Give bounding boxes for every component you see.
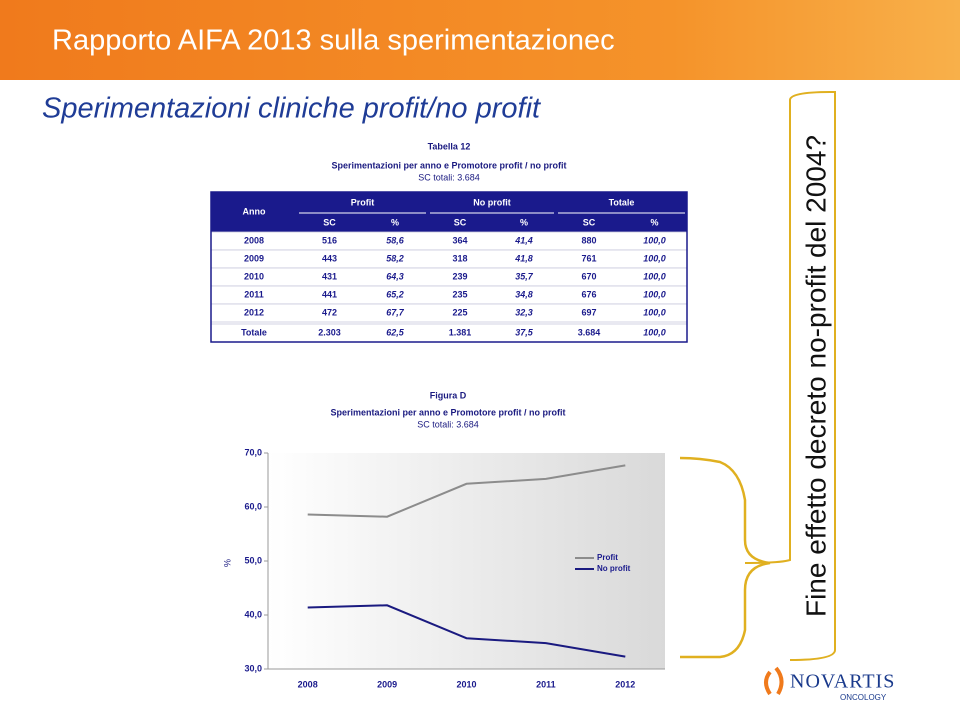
table-row (210, 303, 688, 323)
table-cell: 364 (452, 235, 467, 245)
table-header-cell: SC (454, 217, 467, 227)
note-border (744, 91, 836, 661)
table-header-cell: Anno (243, 206, 266, 216)
table-cell: 431 (322, 271, 337, 281)
table-header-cell: SC (323, 217, 336, 227)
table-cell: 100,0 (643, 327, 666, 337)
table-cell: 64,3 (386, 271, 404, 281)
table-cell: 670 (581, 271, 596, 281)
logo-mark (764, 666, 784, 696)
chart-subtitle: SC totali: 3.684 (417, 419, 479, 429)
y-tick-label: 50,0 (244, 555, 262, 565)
series-line (307, 604, 626, 658)
logo-division: ONCOLOGY (840, 693, 887, 702)
table-cell: 235 (452, 289, 467, 299)
table-row (210, 267, 688, 287)
table-cell: 34,8 (515, 289, 533, 299)
table-caption: Tabella 12 (428, 141, 471, 151)
table-cell: 65,2 (386, 289, 404, 299)
plot-area (268, 453, 665, 669)
slide-title: Rapporto AIFA 2013 sulla sperimentazione… (52, 25, 615, 57)
table-cell: 32,3 (515, 307, 533, 317)
table-header-cell: SC (583, 217, 596, 227)
table-cell: 100,0 (643, 271, 666, 281)
table-cell: 1.381 (449, 327, 472, 337)
table-cell: 100,0 (643, 307, 666, 317)
side-note: Fine effetto decreto no-profit del 2004? (800, 135, 831, 617)
table-cell: 3.684 (578, 327, 601, 337)
table-subtitle: SC totali: 3.684 (418, 172, 480, 182)
table-cell: 880 (581, 235, 596, 245)
table-cell: 318 (452, 253, 467, 263)
table-cell: 676 (581, 289, 596, 299)
table-cell: 697 (581, 307, 596, 317)
table-cell: 2010 (244, 271, 264, 281)
bracket (679, 456, 771, 659)
x-tick-label: 2012 (615, 679, 635, 689)
x-tick-label: 2008 (298, 679, 318, 689)
x-tick-label: 2011 (536, 679, 556, 689)
table-cell: 239 (452, 271, 467, 281)
table-header-cell: % (650, 217, 658, 227)
table-cell: 100,0 (643, 289, 666, 299)
table-cell: 41,8 (514, 253, 533, 263)
table-cell: 100,0 (643, 253, 666, 263)
logo-name: NOVARTIS (790, 671, 895, 693)
y-axis-label: % (222, 559, 232, 567)
chart-caption: Figura D (430, 390, 467, 400)
chart-title: Sperimentazioni per anno e Promotore pro… (330, 407, 565, 417)
table-cell: 2.303 (318, 327, 341, 337)
table-cell: 2011 (244, 289, 264, 299)
table: Tabella 12 Sperimentazioni per anno e Pr… (210, 141, 688, 343)
table-row (210, 249, 688, 269)
table-title: Sperimentazioni per anno e Promotore pro… (331, 160, 566, 170)
table-frame (210, 191, 688, 343)
table-cell: 58,6 (386, 235, 405, 245)
table-cell: 761 (581, 253, 596, 263)
table-cell: 67,7 (386, 307, 405, 317)
table-cell: 2012 (244, 307, 264, 317)
table-cell: Totale (241, 327, 267, 337)
series-line (307, 464, 626, 518)
table-row (210, 285, 688, 305)
table-header-cell: Totale (609, 197, 635, 207)
table-cell: 2009 (244, 253, 264, 263)
header-bar (0, 0, 960, 80)
y-tick-label: 70,0 (244, 447, 262, 457)
x-tick-label: 2010 (456, 679, 476, 689)
x-tick-label: 2009 (377, 679, 397, 689)
slide-subtitle: Sperimentazioni cliniche profit/no profi… (42, 93, 542, 125)
table-header-cell: % (520, 217, 528, 227)
table-row (210, 231, 688, 251)
chart: Figura D Sperimentazioni per anno e Prom… (222, 390, 665, 689)
table-cell: 2008 (244, 235, 264, 245)
legend-label: Profit (597, 553, 618, 562)
table-cell: 41,4 (514, 235, 533, 245)
table-cell: 62,5 (386, 327, 405, 337)
table-header-cell: % (391, 217, 399, 227)
table-header (211, 192, 687, 232)
legend-label: No profit (597, 564, 631, 573)
table-cell: 100,0 (643, 235, 666, 245)
table-cell: 37,5 (515, 327, 534, 337)
table-header-cell: Profit (351, 197, 375, 207)
table-cell: 35,7 (515, 271, 534, 281)
y-tick-label: 30,0 (244, 663, 262, 673)
table-cell: 516 (322, 235, 337, 245)
table-cell: 58,2 (386, 253, 404, 263)
table-cell: 225 (452, 307, 467, 317)
table-cell: 443 (322, 253, 337, 263)
y-tick-label: 60,0 (244, 501, 262, 511)
y-tick-label: 40,0 (244, 609, 262, 619)
table-cell: 441 (322, 289, 337, 299)
table-header-cell: No profit (473, 197, 511, 207)
table-cell: 472 (322, 307, 337, 317)
